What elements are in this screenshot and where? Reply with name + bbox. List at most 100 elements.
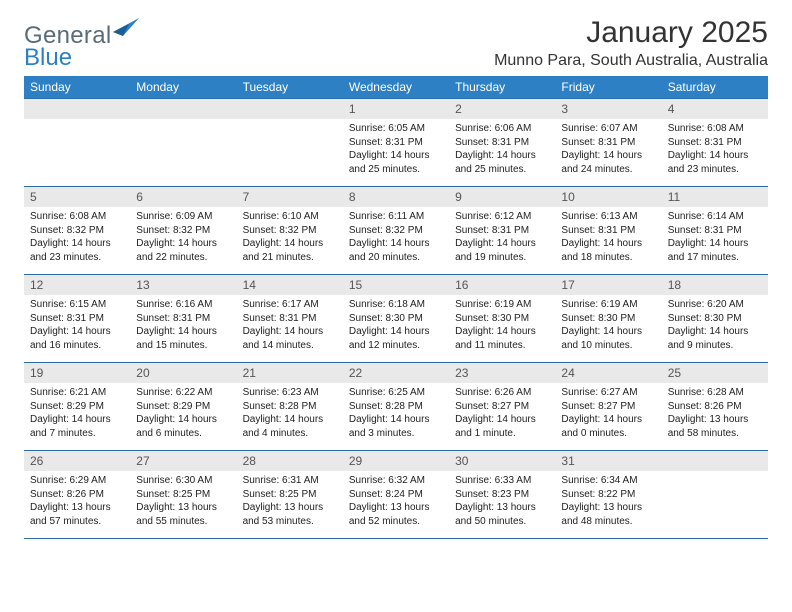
sunrise-text: Sunrise: 6:29 AM bbox=[30, 474, 124, 488]
day-info: Sunrise: 6:20 AMSunset: 8:30 PMDaylight:… bbox=[662, 295, 768, 358]
calendar-cell: 21Sunrise: 6:23 AMSunset: 8:28 PMDayligh… bbox=[237, 363, 343, 451]
day-number: 23 bbox=[449, 363, 555, 383]
calendar-table: SundayMondayTuesdayWednesdayThursdayFrid… bbox=[24, 76, 768, 539]
dl1-text: Daylight: 14 hours bbox=[30, 325, 124, 339]
dl2-text: and 12 minutes. bbox=[349, 339, 443, 353]
dl1-text: Daylight: 14 hours bbox=[668, 149, 762, 163]
dl1-text: Daylight: 14 hours bbox=[30, 413, 124, 427]
calendar-cell: 1Sunrise: 6:05 AMSunset: 8:31 PMDaylight… bbox=[343, 99, 449, 187]
day-number: 13 bbox=[130, 275, 236, 295]
sunset-text: Sunset: 8:31 PM bbox=[668, 136, 762, 150]
paper-plane-icon bbox=[113, 18, 139, 41]
sunrise-text: Sunrise: 6:33 AM bbox=[455, 474, 549, 488]
sunrise-text: Sunrise: 6:21 AM bbox=[30, 386, 124, 400]
sunrise-text: Sunrise: 6:25 AM bbox=[349, 386, 443, 400]
dl2-text: and 14 minutes. bbox=[243, 339, 337, 353]
day-number: 4 bbox=[662, 99, 768, 119]
day-info: Sunrise: 6:12 AMSunset: 8:31 PMDaylight:… bbox=[449, 207, 555, 270]
sunrise-text: Sunrise: 6:11 AM bbox=[349, 210, 443, 224]
dl2-text: and 4 minutes. bbox=[243, 427, 337, 441]
calendar-cell: 24Sunrise: 6:27 AMSunset: 8:27 PMDayligh… bbox=[555, 363, 661, 451]
calendar-cell: 5Sunrise: 6:08 AMSunset: 8:32 PMDaylight… bbox=[24, 187, 130, 275]
sunset-text: Sunset: 8:22 PM bbox=[561, 488, 655, 502]
day-number: 15 bbox=[343, 275, 449, 295]
day-number: 22 bbox=[343, 363, 449, 383]
dl1-text: Daylight: 13 hours bbox=[30, 501, 124, 515]
sunset-text: Sunset: 8:29 PM bbox=[136, 400, 230, 414]
location-text: Munno Para, South Australia, Australia bbox=[494, 52, 768, 70]
sunset-text: Sunset: 8:28 PM bbox=[349, 400, 443, 414]
sunset-text: Sunset: 8:25 PM bbox=[243, 488, 337, 502]
dl2-text: and 10 minutes. bbox=[561, 339, 655, 353]
calendar-cell bbox=[130, 99, 236, 187]
dl2-text: and 21 minutes. bbox=[243, 251, 337, 265]
header: General January 2025 Munno Para, South A… bbox=[24, 16, 768, 70]
sunrise-text: Sunrise: 6:13 AM bbox=[561, 210, 655, 224]
calendar-week-row: 1Sunrise: 6:05 AMSunset: 8:31 PMDaylight… bbox=[24, 99, 768, 187]
weekday-row: SundayMondayTuesdayWednesdayThursdayFrid… bbox=[24, 76, 768, 99]
dl1-text: Daylight: 14 hours bbox=[243, 237, 337, 251]
day-info: Sunrise: 6:08 AMSunset: 8:32 PMDaylight:… bbox=[24, 207, 130, 270]
calendar-page: General January 2025 Munno Para, South A… bbox=[0, 0, 792, 539]
dl1-text: Daylight: 14 hours bbox=[136, 413, 230, 427]
dl1-text: Daylight: 14 hours bbox=[243, 325, 337, 339]
calendar-cell: 4Sunrise: 6:08 AMSunset: 8:31 PMDaylight… bbox=[662, 99, 768, 187]
dl2-text: and 52 minutes. bbox=[349, 515, 443, 529]
day-info: Sunrise: 6:27 AMSunset: 8:27 PMDaylight:… bbox=[555, 383, 661, 446]
day-info: Sunrise: 6:21 AMSunset: 8:29 PMDaylight:… bbox=[24, 383, 130, 446]
dl1-text: Daylight: 14 hours bbox=[349, 413, 443, 427]
day-number: 14 bbox=[237, 275, 343, 295]
day-info: Sunrise: 6:09 AMSunset: 8:32 PMDaylight:… bbox=[130, 207, 236, 270]
sunset-text: Sunset: 8:23 PM bbox=[455, 488, 549, 502]
day-info: Sunrise: 6:18 AMSunset: 8:30 PMDaylight:… bbox=[343, 295, 449, 358]
day-info: Sunrise: 6:17 AMSunset: 8:31 PMDaylight:… bbox=[237, 295, 343, 358]
dl2-text: and 3 minutes. bbox=[349, 427, 443, 441]
sunrise-text: Sunrise: 6:15 AM bbox=[30, 298, 124, 312]
day-info: Sunrise: 6:15 AMSunset: 8:31 PMDaylight:… bbox=[24, 295, 130, 358]
sunrise-text: Sunrise: 6:06 AM bbox=[455, 122, 549, 136]
calendar-cell: 8Sunrise: 6:11 AMSunset: 8:32 PMDaylight… bbox=[343, 187, 449, 275]
sunset-text: Sunset: 8:29 PM bbox=[30, 400, 124, 414]
dl2-text: and 23 minutes. bbox=[668, 163, 762, 177]
sunrise-text: Sunrise: 6:28 AM bbox=[668, 386, 762, 400]
sunrise-text: Sunrise: 6:31 AM bbox=[243, 474, 337, 488]
calendar-cell: 12Sunrise: 6:15 AMSunset: 8:31 PMDayligh… bbox=[24, 275, 130, 363]
sunrise-text: Sunrise: 6:09 AM bbox=[136, 210, 230, 224]
sunset-text: Sunset: 8:30 PM bbox=[455, 312, 549, 326]
sunset-text: Sunset: 8:25 PM bbox=[136, 488, 230, 502]
dl1-text: Daylight: 14 hours bbox=[349, 325, 443, 339]
sunrise-text: Sunrise: 6:20 AM bbox=[668, 298, 762, 312]
dl2-text: and 55 minutes. bbox=[136, 515, 230, 529]
day-info: Sunrise: 6:23 AMSunset: 8:28 PMDaylight:… bbox=[237, 383, 343, 446]
weekday-header: Thursday bbox=[449, 76, 555, 99]
day-info: Sunrise: 6:34 AMSunset: 8:22 PMDaylight:… bbox=[555, 471, 661, 534]
calendar-cell: 17Sunrise: 6:19 AMSunset: 8:30 PMDayligh… bbox=[555, 275, 661, 363]
dl2-text: and 17 minutes. bbox=[668, 251, 762, 265]
calendar-cell: 31Sunrise: 6:34 AMSunset: 8:22 PMDayligh… bbox=[555, 451, 661, 539]
sunset-text: Sunset: 8:31 PM bbox=[455, 136, 549, 150]
calendar-body: 1Sunrise: 6:05 AMSunset: 8:31 PMDaylight… bbox=[24, 99, 768, 539]
day-info: Sunrise: 6:06 AMSunset: 8:31 PMDaylight:… bbox=[449, 119, 555, 182]
sunset-text: Sunset: 8:31 PM bbox=[455, 224, 549, 238]
dl1-text: Daylight: 13 hours bbox=[455, 501, 549, 515]
sunrise-text: Sunrise: 6:07 AM bbox=[561, 122, 655, 136]
day-number: 31 bbox=[555, 451, 661, 471]
dl1-text: Daylight: 14 hours bbox=[561, 325, 655, 339]
day-number: 21 bbox=[237, 363, 343, 383]
calendar-cell: 29Sunrise: 6:32 AMSunset: 8:24 PMDayligh… bbox=[343, 451, 449, 539]
dl2-text: and 25 minutes. bbox=[349, 163, 443, 177]
dl2-text: and 58 minutes. bbox=[668, 427, 762, 441]
day-number: 7 bbox=[237, 187, 343, 207]
dl1-text: Daylight: 13 hours bbox=[243, 501, 337, 515]
calendar-cell: 9Sunrise: 6:12 AMSunset: 8:31 PMDaylight… bbox=[449, 187, 555, 275]
sunrise-text: Sunrise: 6:17 AM bbox=[243, 298, 337, 312]
weekday-header: Wednesday bbox=[343, 76, 449, 99]
day-number: 29 bbox=[343, 451, 449, 471]
calendar-cell: 15Sunrise: 6:18 AMSunset: 8:30 PMDayligh… bbox=[343, 275, 449, 363]
day-number: 1 bbox=[343, 99, 449, 119]
day-number bbox=[237, 99, 343, 119]
day-number: 9 bbox=[449, 187, 555, 207]
day-number: 19 bbox=[24, 363, 130, 383]
dl1-text: Daylight: 14 hours bbox=[455, 413, 549, 427]
day-number: 18 bbox=[662, 275, 768, 295]
